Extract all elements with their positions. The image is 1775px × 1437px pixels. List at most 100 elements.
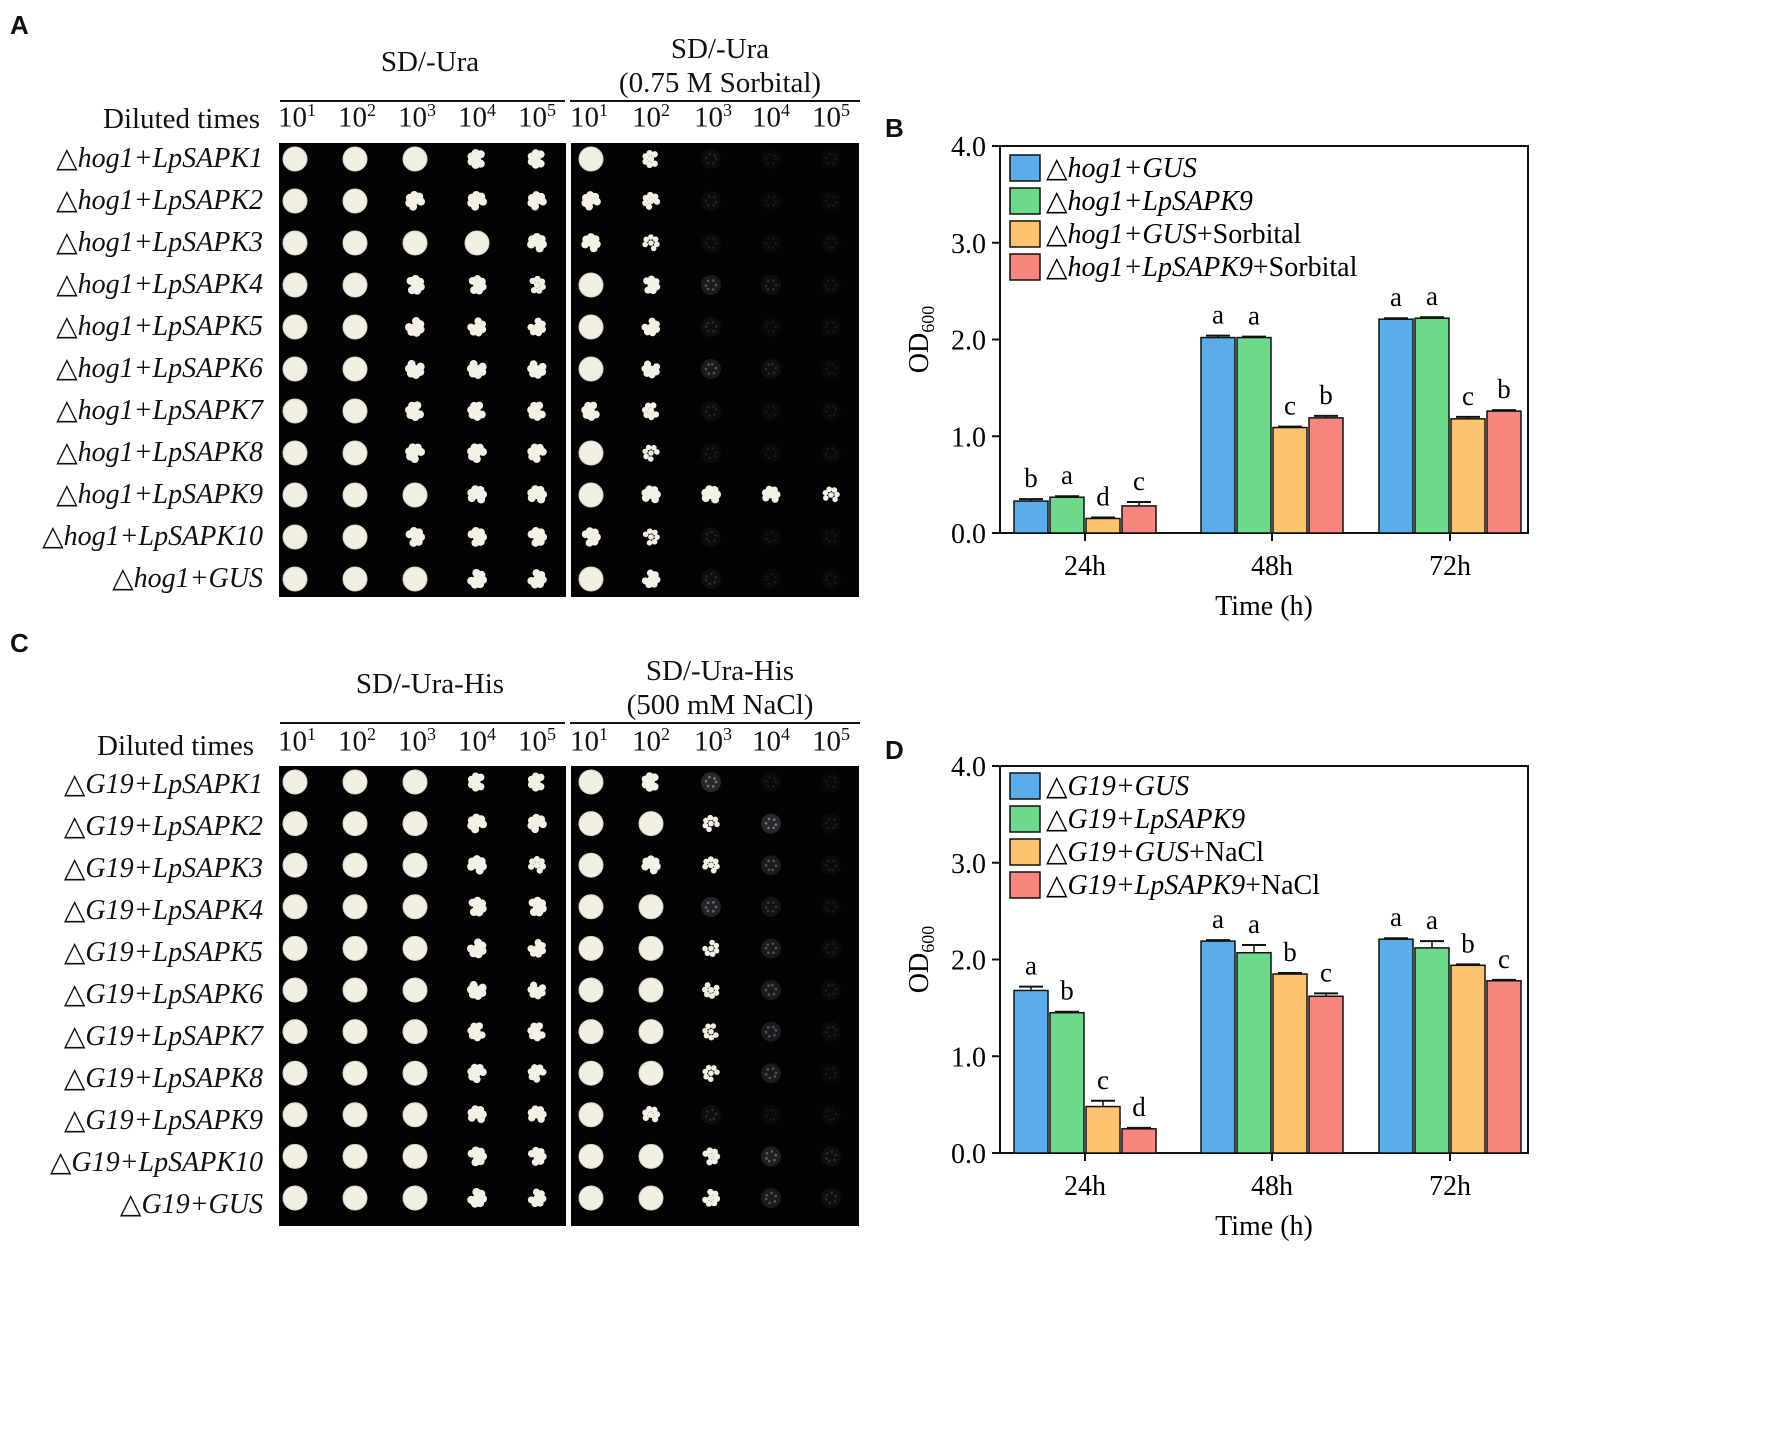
- y-tick-label: 0.0: [951, 1139, 986, 1170]
- yeast-spot: [402, 852, 428, 878]
- legend-entry-italic: △G19+GUS: [1046, 771, 1189, 802]
- x-tick-label: 48h: [1251, 1171, 1293, 1202]
- dilution-tick-base: 10: [458, 725, 487, 758]
- legend-swatch: [1009, 220, 1041, 248]
- dilution-tick-exponent: 2: [367, 100, 376, 120]
- spot-plate-c-svg: [282, 766, 841, 1226]
- yeast-spot: [342, 1102, 368, 1128]
- yeast-spot: [701, 359, 721, 379]
- diluted-times-label-a: Diluted times: [103, 103, 261, 135]
- yeast-spot: [821, 1146, 841, 1167]
- yeast-spot: [405, 401, 424, 422]
- yeast-spot: [701, 772, 721, 792]
- yeast-spot: [578, 1143, 604, 1169]
- legend-entry-plain: +Sorbital: [1197, 219, 1302, 250]
- yeast-spot: [581, 527, 601, 547]
- significance-letter: a: [1248, 909, 1260, 939]
- yeast-spot: [282, 977, 308, 1003]
- significance-letter: a: [1248, 301, 1260, 331]
- yeast-spot: [578, 852, 604, 878]
- yeast-spot: [282, 230, 308, 256]
- yeast-spot: [701, 896, 721, 917]
- yeast-spot: [701, 569, 721, 589]
- strain-label: △G19+LpSAPK9: [63, 1105, 263, 1136]
- strain-label: △hog1+LpSAPK4: [56, 269, 263, 300]
- yeast-spot: [642, 1105, 661, 1123]
- yeast-spot: [468, 275, 487, 295]
- legend-entry: △G19+GUS: [1046, 771, 1189, 802]
- dilution-tick-exponent: 1: [599, 100, 608, 120]
- yeast-spot: [761, 896, 781, 917]
- yeast-spot: [578, 977, 604, 1003]
- yeast-spot: [402, 146, 428, 172]
- yeast-spot: [761, 527, 781, 547]
- yeast-spot: [641, 569, 661, 589]
- bar: [1378, 318, 1414, 534]
- bar: [1121, 505, 1157, 534]
- strain-label: △hog1+LpSAPK5: [56, 311, 263, 342]
- yeast-spot: [282, 440, 308, 466]
- y-tick-label: 1.0: [951, 422, 986, 453]
- yeast-spot: [578, 769, 604, 795]
- medium-title-a-right-line1: SD/-Ura: [670, 33, 770, 65]
- yeast-spot: [702, 1147, 721, 1166]
- strain-label: △G19+GUS: [119, 1189, 263, 1220]
- dilution-tick-base: 10: [278, 725, 307, 758]
- dilution-tick: 105: [812, 100, 850, 135]
- legend-swatch: [1009, 772, 1041, 800]
- dilution-rule-a-left: [280, 100, 565, 102]
- yeast-spot: [761, 149, 781, 169]
- yeast-spot: [761, 1188, 781, 1208]
- y-tick-label: 1.0: [951, 1042, 986, 1073]
- yeast-spot: [578, 935, 604, 961]
- yeast-spot: [638, 935, 664, 961]
- yeast-spot: [342, 1019, 368, 1045]
- yeast-spot: [578, 314, 604, 340]
- y-tick-label: 2.0: [951, 326, 986, 357]
- yeast-spot: [761, 772, 781, 792]
- yeast-spot: [641, 855, 661, 875]
- yeast-spot: [761, 317, 781, 337]
- yeast-spot: [638, 1143, 664, 1169]
- yeast-spot: [578, 811, 604, 837]
- dilution-tick: 103: [398, 100, 436, 135]
- yeast-spot: [761, 855, 781, 876]
- dilution-tick-exponent: 1: [307, 100, 316, 120]
- yeast-spot: [761, 359, 781, 379]
- legend-swatch: [1009, 871, 1041, 899]
- yeast-spot: [643, 275, 661, 295]
- strain-label: △hog1+LpSAPK1: [56, 143, 263, 174]
- dilution-tick-base: 10: [570, 101, 599, 134]
- yeast-spot: [761, 233, 781, 253]
- yeast-spot: [467, 568, 488, 589]
- yeast-spot: [402, 1019, 428, 1045]
- yeast-spot: [527, 1146, 547, 1166]
- dilution-tick-exponent: 4: [487, 100, 496, 120]
- yeast-spot: [402, 1060, 428, 1086]
- dilution-tick: 101: [278, 724, 316, 759]
- spot-plate-c: [279, 766, 859, 1226]
- yeast-spot: [821, 772, 841, 792]
- dilution-tick: 105: [812, 724, 850, 759]
- x-tick-label: 24h: [1064, 1171, 1106, 1202]
- y-axis-label: OD600: [904, 926, 938, 993]
- yeast-spot: [701, 149, 721, 169]
- y-tick-label: 0.0: [951, 519, 986, 550]
- yeast-spot: [761, 1021, 781, 1042]
- yeast-spot: [282, 146, 308, 172]
- panel-letter-d: D: [885, 735, 904, 765]
- yeast-spot: [702, 1064, 720, 1082]
- yeast-spot: [638, 811, 664, 837]
- yeast-spot: [467, 855, 487, 875]
- dilution-tick: 105: [518, 724, 556, 759]
- yeast-spot: [405, 527, 426, 547]
- yeast-spot: [528, 896, 547, 917]
- yeast-spot: [402, 1185, 428, 1211]
- dilution-tick-base: 10: [570, 725, 599, 758]
- yeast-spot: [527, 1064, 547, 1083]
- significance-letter: b: [1283, 937, 1297, 967]
- yeast-spot: [821, 1188, 841, 1208]
- yeast-spot: [467, 1022, 486, 1042]
- strain-label: △G19+LpSAPK5: [63, 937, 263, 968]
